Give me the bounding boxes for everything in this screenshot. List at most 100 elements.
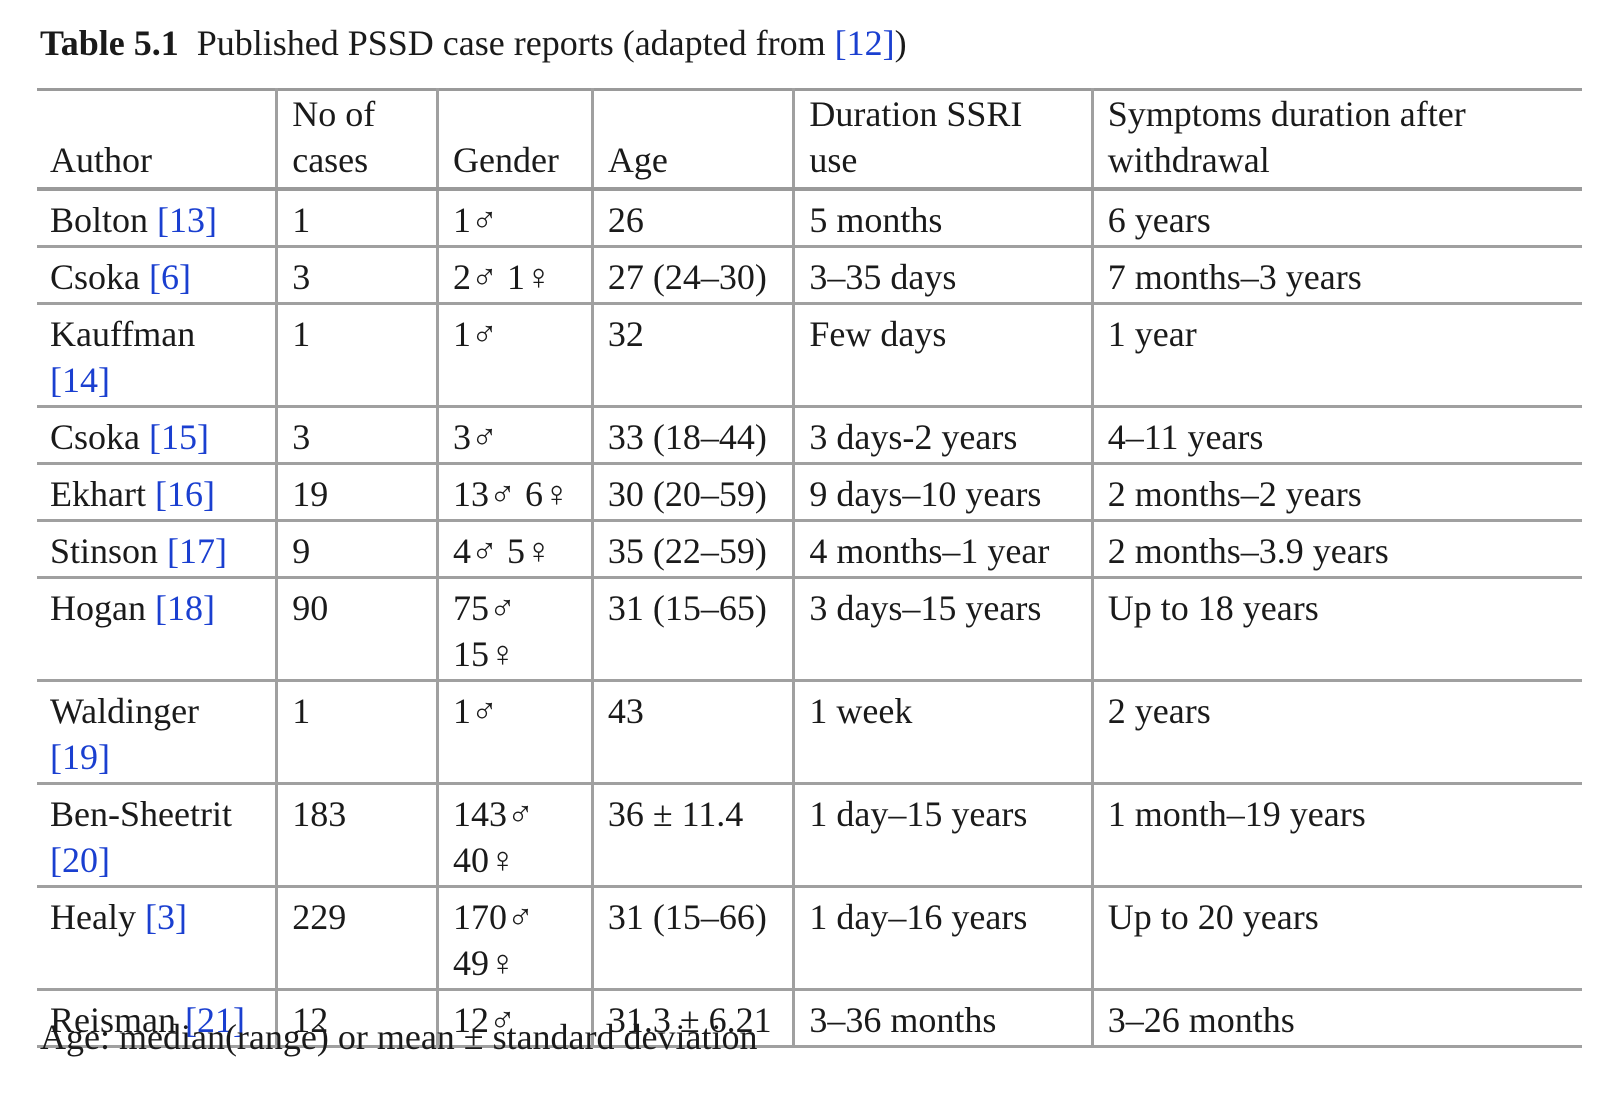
table-row: Stinson [17] 9 4♂ 5♀ 35 (22–59) 4 months–1 y… (37, 520, 1582, 578)
cell-duration: 5 months (792, 189, 1093, 247)
author-name: Kauffman (50, 314, 196, 354)
author-name: Hogan (50, 588, 146, 628)
author-reference-link[interactable]: [18] (154, 588, 215, 628)
author-reference-link[interactable]: [6] (149, 257, 191, 297)
table-row: Bolton [13] 1 1♂ 26 5 months 6 years (37, 189, 1582, 247)
cell-duration: 1 week (792, 680, 1093, 784)
cell-author: Waldinger [19] (37, 681, 277, 784)
author-name: Bolton (50, 200, 149, 240)
cell-symptoms: 6 years (1090, 189, 1582, 247)
cell-symptoms: 2 months–3.9 years (1090, 520, 1582, 578)
cell-cases: 1 (275, 680, 438, 784)
cell-gender: 170♂ 49♀ (435, 886, 593, 990)
cell-age: 43 (590, 680, 794, 784)
cell-author: Csoka [15] (37, 407, 277, 464)
header-cases: No of cases (275, 89, 438, 189)
cell-cases: 19 (275, 463, 438, 521)
author-reference-link[interactable]: [20] (50, 840, 110, 880)
cell-age: 31.3 ± 6.21 (590, 989, 794, 1047)
author-name: Waldinger (50, 691, 200, 731)
cell-age: 32 (590, 303, 794, 407)
cell-duration: 9 days–10 years (792, 463, 1093, 521)
author-name: Csoka (50, 417, 140, 457)
table-row: Kauffman [14] 1 1♂ 32 Few days 1 year (37, 303, 1582, 407)
table-row: Healy [3] 229 170♂ 49♀ 31 (15–66) 1 day–16 y… (37, 886, 1582, 990)
author-reference-link[interactable]: [21] (184, 1000, 245, 1040)
cell-cases: 229 (275, 886, 438, 990)
caption-close: ) (894, 23, 907, 63)
header-author: Author (50, 140, 152, 180)
author-reference-link[interactable]: [3] (144, 897, 187, 937)
table-row: Reisman [21] 12 12♂ 31.3 ± 6.21 3–36 months 3… (37, 989, 1582, 1047)
header-age: Age (590, 89, 794, 189)
cell-duration: 3 days–15 years (792, 577, 1093, 681)
cell-duration: 3–36 months (792, 989, 1093, 1047)
cell-cases: 9 (275, 520, 438, 578)
caption-text: Published PSSD case reports (adapted fro… (196, 23, 835, 63)
cell-author: Csoka [6] (37, 247, 277, 304)
cell-cases: 90 (275, 577, 438, 681)
cell-duration: 3–35 days (792, 246, 1093, 304)
cell-age: 31 (15–66) (590, 886, 794, 990)
cell-age: 36 ± 11.4 (590, 783, 794, 887)
table-footnote: Age: median(range) or mean ± standard de… (40, 1017, 758, 1057)
cell-symptoms: 3–26 months (1090, 989, 1582, 1047)
author-reference-link[interactable]: [16] (154, 474, 215, 514)
cell-author: Bolton [13] (37, 189, 277, 247)
table-row: Csoka [15] 3 3♂ 33 (18–44) 3 days-2 years 4–1… (37, 406, 1582, 464)
cell-age: 27 (24–30) (590, 246, 794, 304)
cell-author: Hogan [18] (37, 578, 277, 681)
case-reports-table: Author No of cases Gender Age Duration S… (37, 88, 1582, 1048)
cell-gender: 75♂ 15♀ (435, 577, 593, 681)
author-name: Stinson (50, 531, 159, 571)
cell-duration: 1 day–15 years (792, 783, 1093, 887)
cell-symptoms: 1 year (1090, 303, 1582, 407)
cell-symptoms: 2 years (1090, 680, 1582, 784)
cell-gender: 3♂ (435, 406, 593, 464)
cell-age: 26 (590, 189, 794, 247)
cell-cases: 3 (275, 406, 438, 464)
cell-symptoms: Up to 18 years (1090, 577, 1582, 681)
cell-age: 31 (15–65) (590, 577, 794, 681)
cell-age: 33 (18–44) (590, 406, 794, 464)
cell-symptoms: 7 months–3 years (1090, 246, 1582, 304)
cell-cases: 1 (275, 189, 438, 247)
cell-cases: 1 (275, 303, 438, 407)
cell-symptoms: 1 month–19 years (1090, 783, 1582, 887)
cell-age: 35 (22–59) (590, 520, 794, 578)
author-name: Reisman (50, 1000, 176, 1040)
author-name: Ben-Sheetrit (50, 794, 232, 834)
cell-gender: 143♂ 40♀ (435, 783, 593, 887)
author-reference-link[interactable]: [17] (167, 531, 228, 571)
cell-age: 30 (20–59) (590, 463, 794, 521)
cell-author: Ben-Sheetrit [20] (37, 784, 277, 887)
cell-symptoms: 2 months–2 years (1090, 463, 1582, 521)
cell-symptoms: Up to 20 years (1090, 886, 1582, 990)
author-name: Healy (50, 897, 136, 937)
cell-author: Stinson [17] (37, 521, 277, 578)
header-gender: Gender (435, 89, 593, 189)
table-row: Waldinger [19] 1 1♂ 43 1 week 2 years (37, 680, 1582, 784)
cell-gender: 12♂ (435, 989, 593, 1047)
cell-duration: 3 days-2 years (792, 406, 1093, 464)
table-body: Bolton [13] 1 1♂ 26 5 months 6 years Csoka [6]… (37, 189, 1582, 1047)
header-row: Author No of cases Gender Age Duration S… (37, 89, 1582, 189)
cell-gender: 2♂ 1♀ (435, 246, 593, 304)
cell-author: Healy [3] (37, 887, 277, 990)
cell-symptoms: 4–11 years (1090, 406, 1582, 464)
cell-author: Ekhart [16] (37, 464, 277, 521)
table-row: Hogan [18] 90 75♂ 15♀ 31 (15–65) 3 days–15 y… (37, 577, 1582, 681)
cell-cases: 12 (275, 989, 438, 1047)
table-row: Csoka [6] 3 2♂ 1♀ 27 (24–30) 3–35 days 7 mont… (37, 246, 1582, 304)
cell-gender: 13♂ 6♀ (435, 463, 593, 521)
table-caption: Table 5.1 Published PSSD case reports (ad… (40, 22, 907, 64)
table-row: Ben-Sheetrit [20] 183 143♂ 40♀ 36 ± 11.4 1 da… (37, 783, 1582, 887)
author-reference-link[interactable]: [13] (157, 200, 217, 240)
cell-duration: 4 months–1 year (792, 520, 1093, 578)
author-reference-link[interactable]: [19] (50, 737, 110, 777)
cell-cases: 183 (275, 783, 438, 887)
caption-reference-link[interactable]: [12] (834, 23, 895, 63)
author-reference-link[interactable]: [14] (50, 360, 110, 400)
cell-author: Reisman [21] (37, 990, 277, 1047)
author-reference-link[interactable]: [15] (149, 417, 209, 457)
